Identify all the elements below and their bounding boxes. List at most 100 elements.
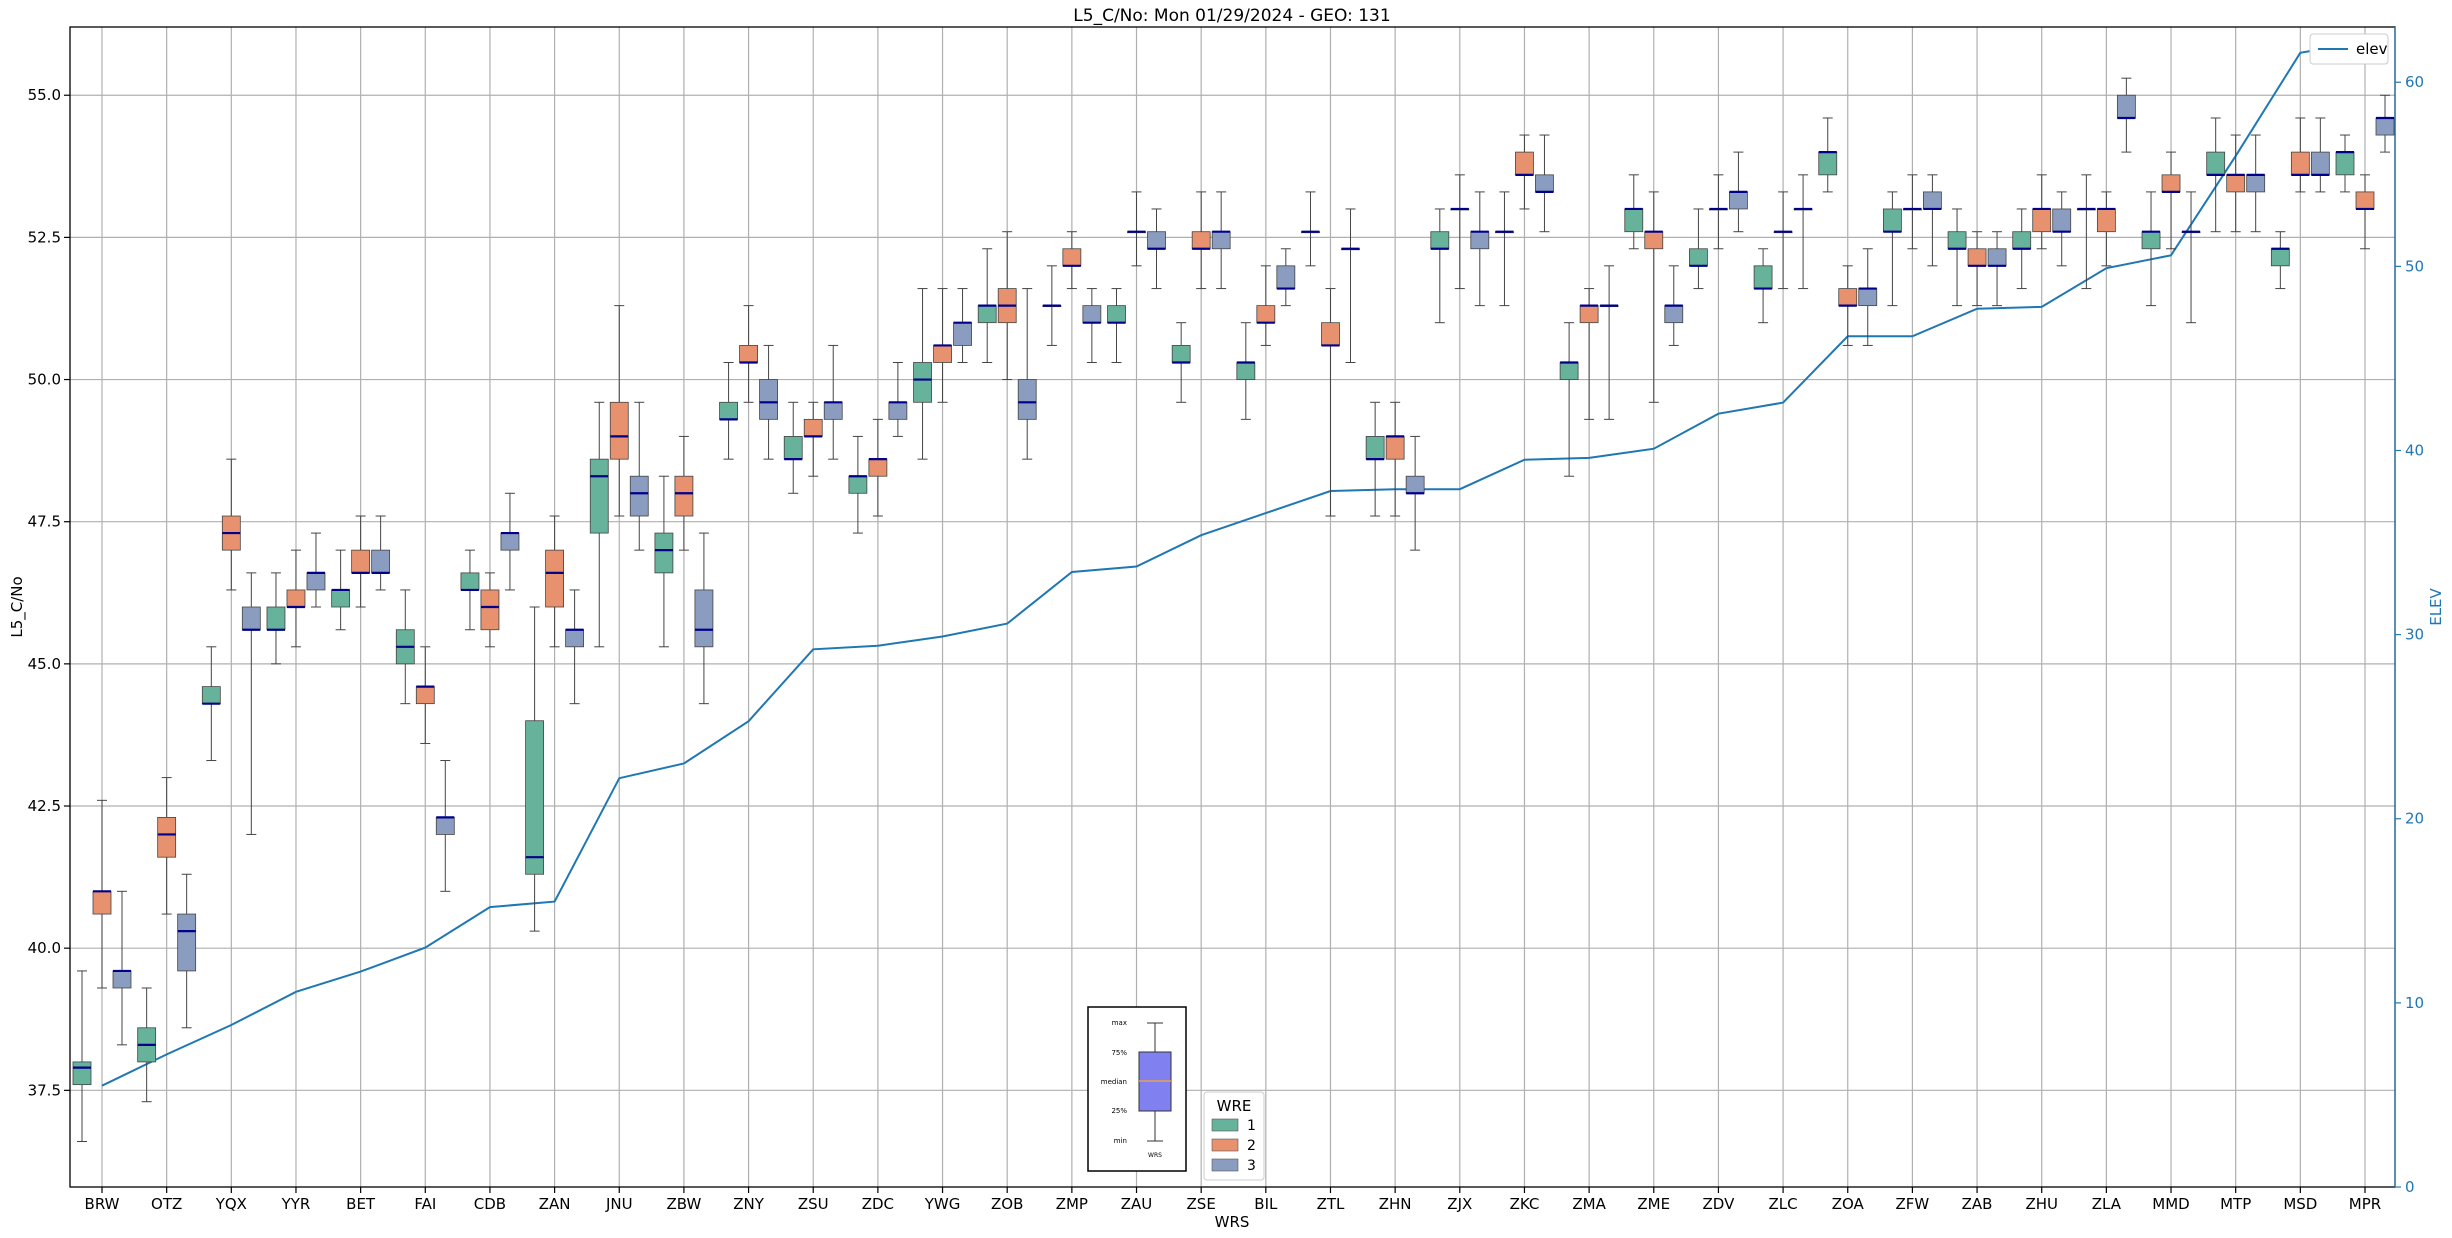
box-body [1838, 288, 1858, 307]
y-tick-label: 37.5 [28, 1081, 61, 1099]
box-body [888, 401, 908, 420]
box-ZSE-wre2 [1191, 191, 1211, 290]
box-body [1923, 191, 1942, 210]
x-axis: BRW OTZ YQX YYR BET FAI CDB ZAN JNU ZBW ZNY ZSU ZDC Y… [85, 1187, 2381, 1213]
x-tick-label: BRW [85, 1195, 120, 1213]
box-ZME-wre2 [1644, 191, 1664, 403]
box-body [371, 549, 391, 574]
box-key-label-max: max [1112, 1019, 1127, 1027]
box-body [977, 305, 997, 324]
x-tick-label: ZOA [1832, 1195, 1865, 1213]
box-ZFW-wre2 [1903, 174, 1922, 250]
box-ZFW-wre3 [1923, 174, 1942, 267]
box-ZSE-wre3 [1211, 191, 1231, 290]
box-ZKC-wre3 [1535, 134, 1554, 233]
box-ZDC-wre2 [868, 418, 888, 517]
y-tick-label: 50.0 [28, 371, 61, 389]
box-body [2116, 94, 2136, 119]
box-JNU-wre1 [589, 401, 609, 648]
wre-legend-swatch-3 [1211, 1158, 1239, 1172]
box-ZOA-wre1 [1818, 117, 1838, 193]
x-tick-label: ZMP [1056, 1195, 1088, 1213]
box-key-caption: WRS [1148, 1152, 1162, 1159]
box-ZAN-wre3 [565, 589, 584, 705]
box-ZDV-wre3 [1729, 151, 1748, 233]
x-tick-label: ZFW [1896, 1195, 1930, 1213]
y-axis-right: 0 10 20 30 40 50 60 [2394, 27, 2424, 1196]
box-OTZ-wre3 [177, 873, 197, 1029]
x-tick-label: FAI [414, 1195, 436, 1213]
x-axis-label: WRS [1215, 1213, 1250, 1231]
box-body [415, 686, 435, 705]
box-ZHU-wre1 [2012, 208, 2032, 290]
y2-tick-label: 10 [2405, 994, 2424, 1012]
box-ZBW-wre1 [654, 475, 674, 648]
box-MMD-wre3 [2181, 191, 2201, 324]
box-body [266, 606, 286, 631]
box-body [589, 458, 609, 534]
box-body [112, 970, 132, 989]
box-body [1171, 345, 1191, 363]
box-ZLC-wre3 [1793, 174, 1813, 290]
box-ZSU-wre3 [823, 344, 843, 460]
box-body [1818, 151, 1838, 176]
x-tick-label: JNU [605, 1195, 633, 1213]
wre-legend-swatch-2 [1211, 1138, 1239, 1152]
box-body [2335, 151, 2355, 176]
box-YWG-wre1 [913, 288, 932, 460]
box-body [565, 629, 584, 648]
box-body [525, 720, 544, 875]
box-ZKC-wre2 [1515, 134, 1534, 210]
x-tick-label: ZAB [1962, 1195, 1993, 1213]
box-ZTL-wre3 [1341, 208, 1360, 363]
box-BIL-wre3 [1276, 248, 1296, 307]
x-tick-label: BIL [1254, 1195, 1278, 1213]
box-ZAB-wre3 [1987, 231, 2007, 307]
box-body [1405, 475, 1425, 494]
box-body [803, 418, 823, 437]
x-tick-label: OTZ [151, 1195, 182, 1213]
box-body [1729, 191, 1748, 210]
x-tick-label: ZJX [1447, 1195, 1472, 1213]
box-OTZ-wre1 [137, 987, 157, 1103]
box-ZAB-wre1 [1947, 208, 1967, 307]
x-tick-label: ZLA [2092, 1195, 2122, 1213]
box-body [460, 572, 480, 591]
x-tick-label: ZDV [1703, 1195, 1736, 1213]
box-body [719, 401, 738, 420]
y2-tick-label: 20 [2405, 810, 2424, 828]
box-ZTL-wre1 [1301, 191, 1320, 267]
y2-tick-label: 40 [2405, 441, 2424, 459]
box-ZOA-wre2 [1838, 265, 1858, 346]
wre-legend: WRE 1 2 3 [1203, 1091, 1265, 1181]
box-ZNY-wre1 [719, 361, 738, 460]
box-body [545, 549, 564, 608]
box-body [1062, 248, 1082, 267]
box-MMD-wre2 [2161, 151, 2181, 250]
box-body [913, 362, 932, 403]
y2-tick-label: 0 [2405, 1178, 2415, 1196]
box-JNU-wre2 [609, 305, 629, 517]
box-MPR-wre3 [2375, 94, 2395, 153]
box-body [1017, 379, 1037, 420]
elev-legend-label: elev [2356, 40, 2388, 58]
box-ZHU-wre2 [2032, 174, 2052, 250]
box-plot-layer [72, 77, 2395, 1143]
box-body [1644, 231, 1664, 250]
box-body [2141, 231, 2161, 250]
box-ZJX-wre1 [1430, 208, 1450, 324]
box-body [1107, 305, 1126, 324]
box-ZAN-wre1 [525, 606, 544, 932]
box-ZOB-wre1 [977, 248, 997, 363]
box-body [2052, 208, 2072, 233]
box-BET-wre2 [351, 515, 371, 608]
box-body [1579, 305, 1599, 324]
x-tick-label: YQX [215, 1195, 247, 1213]
box-ZNY-wre3 [759, 344, 778, 460]
x-tick-label: ZDC [862, 1195, 894, 1213]
box-CDB-wre3 [500, 492, 520, 591]
x-tick-label: ZBW [666, 1195, 701, 1213]
box-body [331, 589, 351, 608]
box-ZDC-wre1 [848, 435, 868, 534]
box-ZDV-wre1 [1689, 208, 1708, 290]
